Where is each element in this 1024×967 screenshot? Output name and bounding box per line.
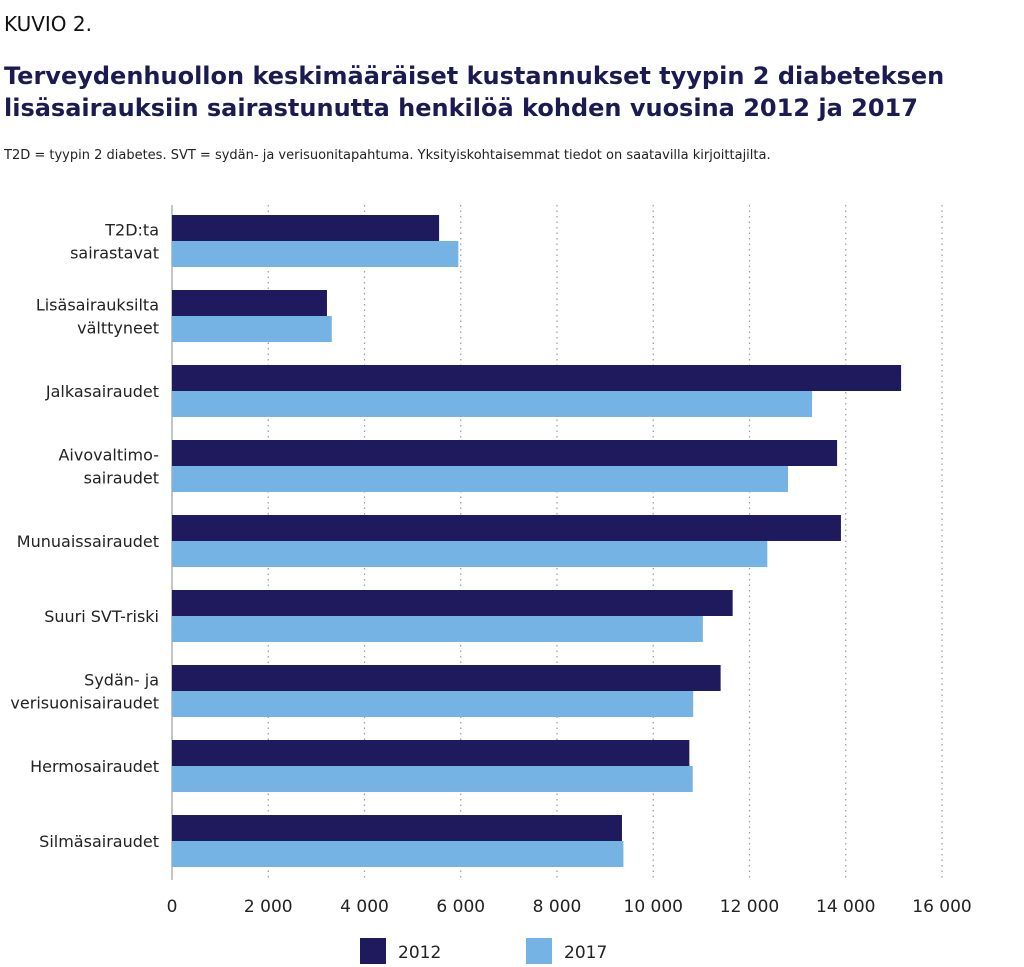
category-label: Munuaissairaudet: [17, 532, 159, 551]
title-line-1: Terveydenhuollon keskimääräiset kustannu…: [4, 62, 945, 90]
x-tick-label: 2 000: [244, 897, 293, 917]
bar-2017: [172, 316, 332, 342]
category-label: Hermosairaudet: [30, 757, 159, 776]
category-label: Aivovaltimo-sairaudet: [58, 446, 159, 488]
category-label: Jalkasairaudet: [45, 382, 159, 401]
bar-2012: [172, 740, 690, 766]
bar-2017: [172, 391, 813, 417]
category-label-line: T2D:ta: [104, 221, 159, 240]
category-label-line: Jalkasairaudet: [45, 382, 159, 401]
category-label: Silmäsairaudet: [39, 832, 159, 851]
bar-2012: [172, 815, 622, 841]
x-tick-label: 10 000: [624, 897, 683, 917]
legend-label-2017: 2017: [564, 943, 607, 963]
legend-swatch-2012: [360, 938, 386, 964]
bar-2012: [172, 440, 838, 466]
category-label-line: Lisäsairauksilta: [36, 296, 159, 315]
bars: [172, 215, 902, 867]
category-label-line: Aivovaltimo-: [58, 446, 159, 465]
bar-2017: [172, 841, 624, 867]
category-label-line: Suuri SVT-riski: [44, 607, 159, 626]
x-tick-label: 4 000: [340, 897, 389, 917]
title-line-2: lisäsairauksiin sairastunutta henkilöä k…: [4, 94, 918, 122]
category-label: T2D:ta sairastavat: [70, 221, 159, 263]
bar-2017: [172, 766, 693, 792]
x-tick-labels: 0 2 000 4 000 6 000 8 000 10 000 12 000 14 000 1…: [167, 897, 972, 917]
category-label-line: sairaudet: [84, 469, 159, 488]
bar-2012: [172, 365, 902, 391]
bar-2012: [172, 515, 841, 541]
category-label: Sydän- ja verisuonisairaudet: [10, 671, 159, 713]
bar-2012: [172, 215, 440, 241]
x-tick-label: 12 000: [720, 897, 779, 917]
bar-2017: [172, 241, 459, 267]
x-tick-label: 8 000: [533, 897, 582, 917]
category-label-line: Sydän- ja: [84, 671, 159, 690]
bar-2017: [172, 691, 694, 717]
bar-2012: [172, 590, 733, 616]
bar-2012: [172, 290, 327, 316]
figure-label: KUVIO 2.: [4, 12, 92, 36]
category-label-line: Silmäsairaudet: [39, 832, 159, 851]
legend-label-2012: 2012: [398, 943, 441, 963]
chart-subtitle: T2D = tyypin 2 diabetes. SVT = sydän- ja…: [4, 148, 771, 163]
x-tick-label: 14 000: [816, 897, 875, 917]
bar-2017: [172, 616, 703, 642]
bar-2012: [172, 665, 721, 691]
category-labels: T2D:ta sairastavat Lisäsairauksilta välttyn…: [10, 221, 159, 852]
legend: 2012 2017: [360, 938, 607, 964]
category-label: Suuri SVT-riski: [44, 607, 159, 626]
legend-swatch-2017: [526, 938, 552, 964]
category-label-line: Munuaissairaudet: [17, 532, 159, 551]
bar-2017: [172, 541, 768, 567]
x-tick-label: 6 000: [436, 897, 485, 917]
category-label-line: sairastavat: [70, 244, 159, 263]
x-tick-label: 16 000: [912, 897, 971, 917]
category-label-line: verisuonisairaudet: [10, 694, 159, 713]
chart-title: Terveydenhuollon keskimääräiset kustannu…: [4, 60, 1004, 124]
bar-2017: [172, 466, 788, 492]
x-tick-label: 0: [167, 897, 178, 917]
category-label-line: välttyneet: [77, 319, 159, 338]
category-label: Lisäsairauksilta välttyneet: [36, 296, 159, 338]
category-label-line: Hermosairaudet: [30, 757, 159, 776]
